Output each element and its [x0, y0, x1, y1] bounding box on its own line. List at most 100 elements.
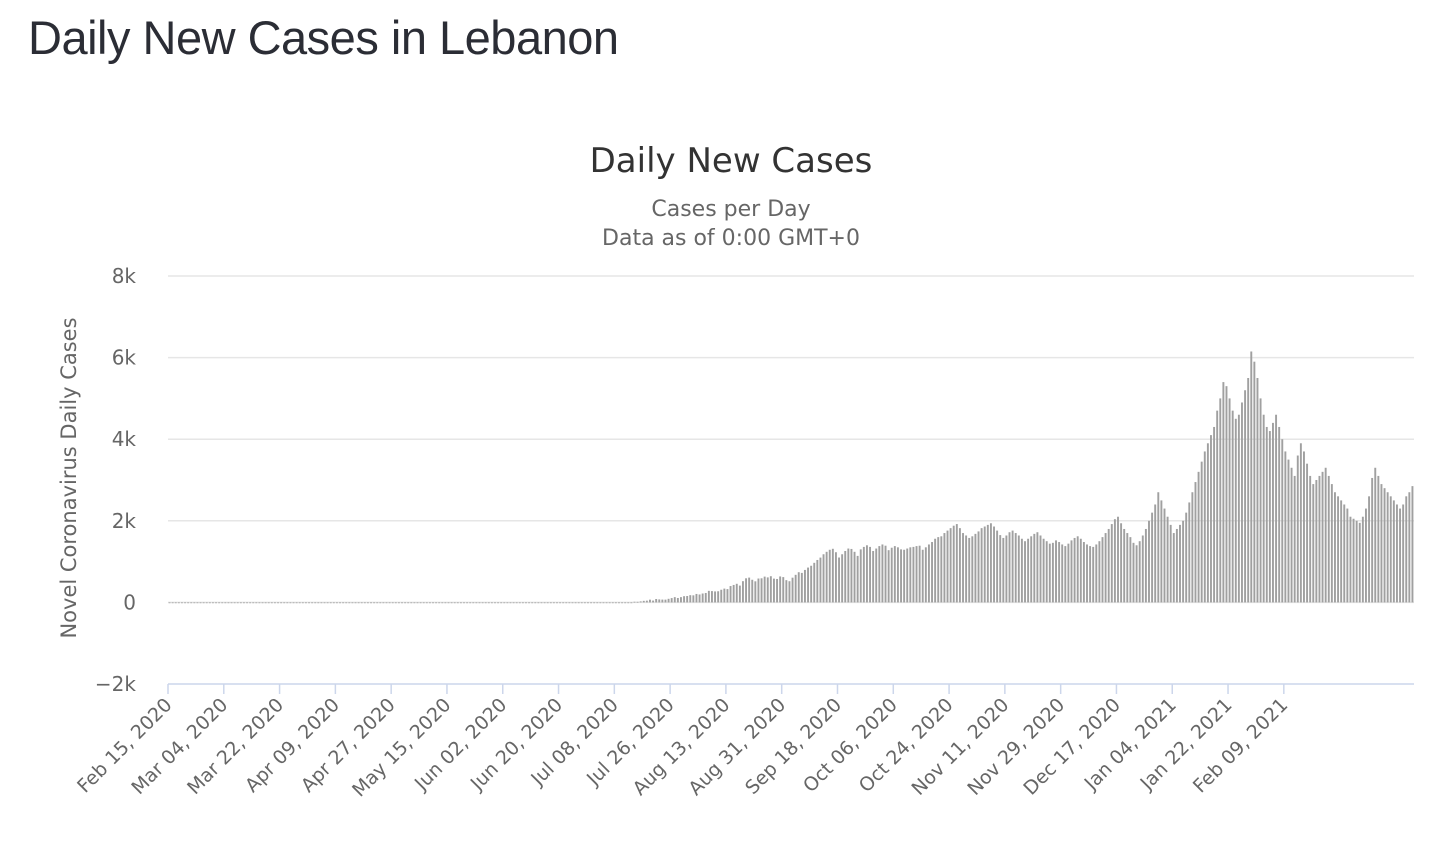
bar[interactable]	[1197, 471, 1200, 603]
bar[interactable]	[1318, 475, 1321, 603]
bar[interactable]	[267, 602, 270, 604]
bar[interactable]	[683, 596, 686, 603]
bar[interactable]	[363, 602, 366, 604]
bar[interactable]	[1284, 451, 1287, 603]
bar[interactable]	[1175, 528, 1178, 603]
bar[interactable]	[1076, 536, 1079, 603]
bar[interactable]	[639, 601, 642, 603]
bar[interactable]	[587, 602, 589, 604]
bar[interactable]	[1399, 508, 1402, 603]
bar[interactable]	[949, 528, 952, 603]
bar[interactable]	[490, 602, 493, 604]
bar[interactable]	[742, 581, 744, 603]
bar[interactable]	[1395, 504, 1398, 603]
bar[interactable]	[215, 602, 217, 604]
bar[interactable]	[298, 602, 301, 604]
bar[interactable]	[1272, 422, 1274, 603]
bar[interactable]	[199, 602, 202, 604]
bar[interactable]	[1247, 378, 1250, 603]
bar[interactable]	[664, 599, 667, 603]
bar[interactable]	[342, 602, 345, 604]
bar[interactable]	[521, 602, 524, 604]
bar[interactable]	[645, 600, 648, 603]
bar[interactable]	[989, 523, 992, 603]
bar[interactable]	[233, 602, 236, 604]
bar[interactable]	[831, 548, 834, 603]
bar[interactable]	[1132, 542, 1135, 603]
bar[interactable]	[537, 602, 540, 604]
bar[interactable]	[171, 602, 174, 604]
bar[interactable]	[735, 583, 738, 603]
bar[interactable]	[698, 594, 701, 603]
bar[interactable]	[264, 602, 267, 604]
bar[interactable]	[435, 602, 438, 604]
bar[interactable]	[577, 602, 580, 604]
bar[interactable]	[366, 602, 369, 604]
bar[interactable]	[1191, 492, 1194, 603]
bar[interactable]	[915, 546, 918, 603]
bar[interactable]	[1200, 461, 1203, 603]
bar[interactable]	[636, 601, 639, 603]
bar[interactable]	[531, 602, 534, 604]
bar[interactable]	[872, 550, 875, 603]
bar[interactable]	[583, 602, 586, 604]
bar[interactable]	[862, 546, 865, 603]
bar[interactable]	[543, 602, 546, 604]
bar[interactable]	[478, 602, 481, 604]
bar[interactable]	[382, 602, 385, 604]
bar[interactable]	[357, 602, 360, 604]
bar[interactable]	[1157, 492, 1160, 603]
bar[interactable]	[472, 602, 475, 604]
bar[interactable]	[568, 602, 571, 604]
bar[interactable]	[819, 557, 822, 603]
bar[interactable]	[540, 602, 543, 604]
bar[interactable]	[717, 591, 720, 603]
bar[interactable]	[1033, 533, 1036, 603]
bar[interactable]	[1017, 535, 1020, 603]
bar[interactable]	[487, 602, 490, 604]
bar[interactable]	[1343, 504, 1346, 603]
bar[interactable]	[590, 602, 593, 604]
bar[interactable]	[720, 589, 723, 603]
bar[interactable]	[208, 602, 211, 604]
bar[interactable]	[190, 602, 193, 604]
bar[interactable]	[856, 555, 859, 603]
bar[interactable]	[407, 602, 410, 604]
bar[interactable]	[410, 602, 413, 604]
bar[interactable]	[1024, 541, 1026, 603]
bar[interactable]	[335, 602, 338, 604]
bar[interactable]	[711, 591, 713, 603]
bar[interactable]	[931, 542, 933, 603]
bar[interactable]	[1368, 496, 1371, 603]
bar[interactable]	[965, 535, 968, 603]
bar[interactable]	[828, 549, 831, 603]
bar[interactable]	[224, 602, 227, 604]
bar[interactable]	[797, 572, 800, 603]
bar[interactable]	[397, 602, 400, 604]
bar[interactable]	[766, 577, 769, 603]
bar[interactable]	[308, 602, 310, 604]
bar[interactable]	[1259, 398, 1262, 603]
bar[interactable]	[1141, 535, 1144, 603]
bar[interactable]	[469, 602, 472, 604]
bar[interactable]	[1321, 471, 1324, 603]
bar[interactable]	[847, 548, 850, 603]
bar[interactable]	[1048, 543, 1051, 603]
bar[interactable]	[388, 602, 391, 604]
bar[interactable]	[1169, 524, 1172, 603]
bar[interactable]	[401, 602, 403, 604]
bar[interactable]	[466, 602, 469, 604]
bar[interactable]	[1203, 451, 1206, 603]
bar[interactable]	[745, 578, 748, 603]
bar[interactable]	[955, 524, 958, 603]
bar[interactable]	[974, 533, 977, 603]
bar[interactable]	[1355, 520, 1358, 603]
bar[interactable]	[1380, 484, 1383, 603]
bar[interactable]	[906, 548, 909, 603]
bar[interactable]	[1120, 523, 1123, 603]
bar[interactable]	[769, 576, 772, 603]
bar[interactable]	[782, 577, 785, 603]
bar[interactable]	[1281, 439, 1284, 603]
bar[interactable]	[559, 602, 562, 604]
bar[interactable]	[1222, 382, 1225, 603]
